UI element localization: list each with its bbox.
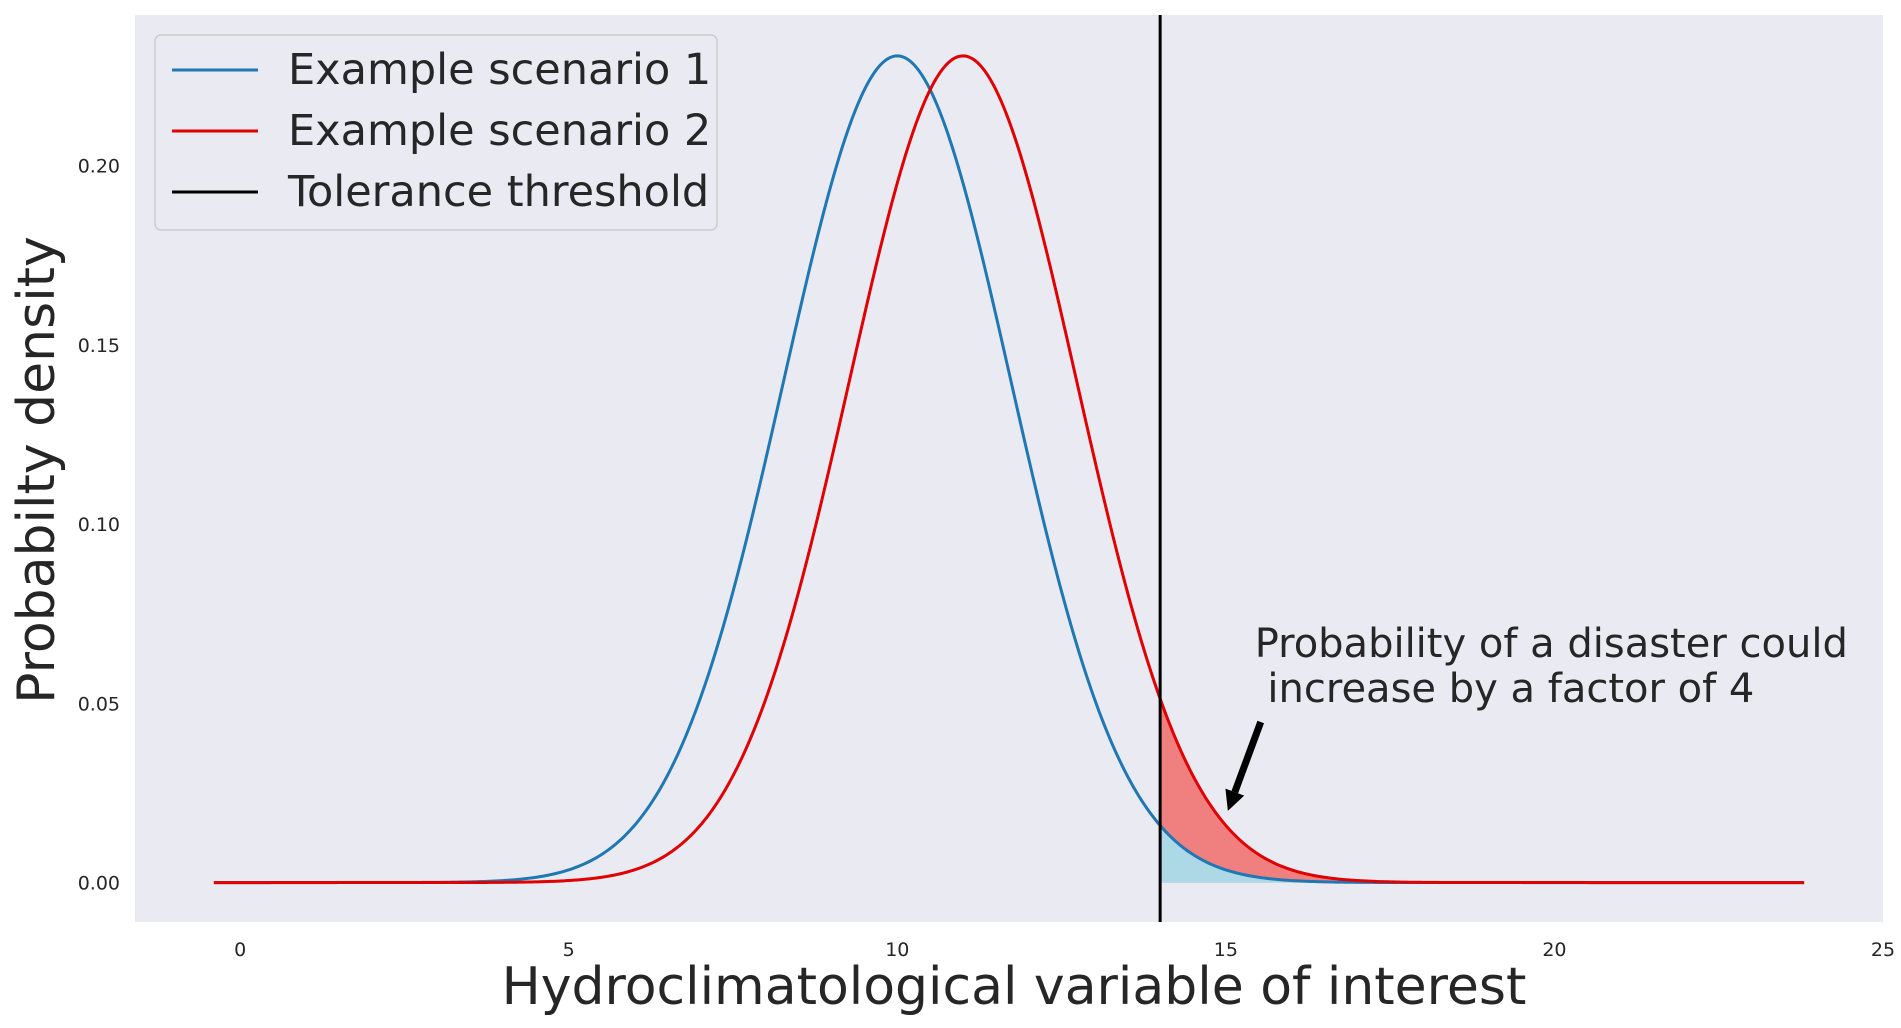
x-tick-label: 0: [234, 939, 246, 961]
y-tick-label: 0.15: [78, 335, 120, 357]
legend-box: [154, 34, 718, 231]
y-tick-label: 0.20: [78, 156, 120, 178]
series-line-2: [213, 54, 1805, 885]
legend-label-2: Example scenario 2: [288, 106, 711, 156]
annotation-arrow-shaft: [1231, 720, 1264, 794]
annotation-arrow-head: [1225, 788, 1245, 811]
legend-label-1: Example scenario 1: [288, 45, 711, 95]
y-tick-label: 0.05: [78, 693, 120, 715]
x-tick-label: 5: [563, 939, 575, 961]
shaded-tail-2: [1160, 698, 1805, 883]
x-tick-label: 25: [1871, 939, 1895, 961]
x-tick-label: 10: [885, 939, 909, 961]
x-tick-label: 20: [1542, 939, 1566, 961]
shaded-tail-1: [1160, 825, 1805, 883]
x-tick-label: 15: [1214, 939, 1238, 961]
legend-label-3: Tolerance threshold: [287, 167, 709, 217]
x-axis-title: Hydroclimatological variable of interest: [502, 957, 1527, 1017]
y-axis-title: Probabilty density: [7, 236, 67, 704]
annotation-line-2: increase by a factor of 4: [1255, 666, 1755, 712]
y-tick-label: 0.00: [78, 873, 120, 895]
y-tick-label: 0.10: [78, 514, 120, 536]
annotation-line-1: Probability of a disaster could: [1255, 621, 1848, 667]
annotation-text: Probability of a disaster could increase…: [1255, 621, 1848, 712]
